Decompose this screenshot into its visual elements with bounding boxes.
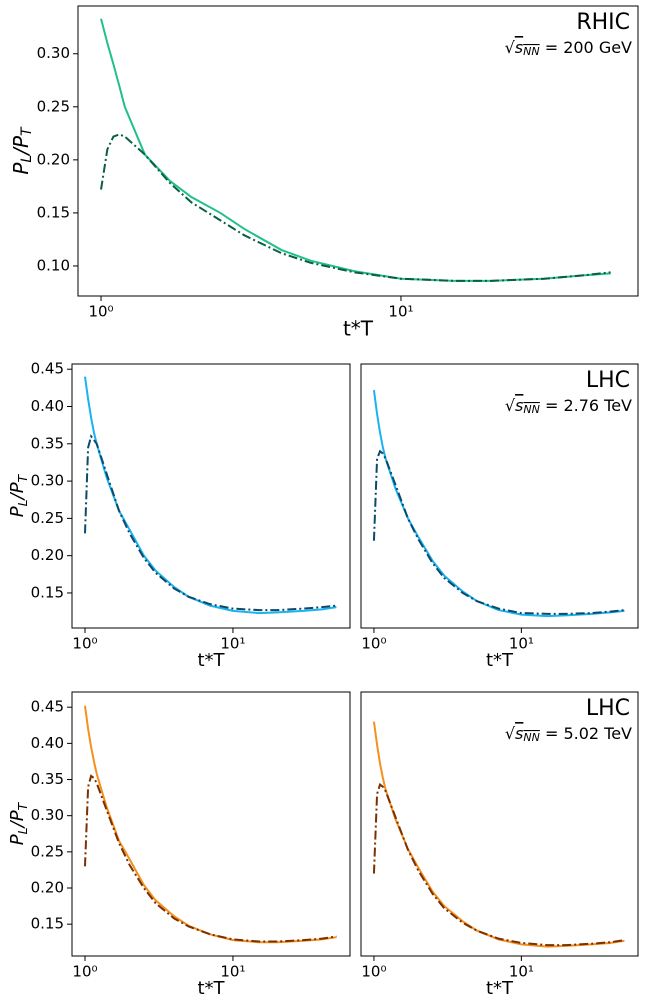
axes-frame [360, 363, 639, 629]
y-tick-label: 0.45 [31, 360, 64, 378]
energy-label: √sNN = 5.02 TeV [505, 724, 632, 745]
annotation: LHC [586, 368, 630, 393]
axes-frame [77, 5, 639, 297]
y-label-part: L [19, 155, 35, 163]
series-line [372, 721, 625, 948]
x-tick-label: 10⁰ [361, 963, 386, 981]
axes-frame [71, 363, 351, 629]
energy-var: s [515, 396, 523, 415]
energy-value: = 200 GeV [540, 38, 632, 57]
axes-frame [71, 691, 351, 957]
energy-label: √sNN = 200 GeV [505, 38, 632, 59]
series-line [83, 376, 337, 615]
y-label-part: P [7, 506, 28, 517]
energy-value: = 2.76 TeV [540, 396, 632, 415]
x-tick-label: 10⁰ [361, 635, 386, 653]
y-tick-label: 0.35 [31, 770, 64, 788]
y-tick-label: 0.40 [31, 397, 64, 415]
x-axis-label: t*T [486, 978, 514, 996]
energy-sub: NN [523, 45, 539, 58]
annotation: LHC [586, 696, 630, 721]
y-label-part: T [19, 126, 35, 136]
annotation: RHIC [576, 10, 630, 35]
y-tick-label: 0.25 [31, 509, 64, 527]
x-tick-label: 10¹ [220, 635, 245, 653]
y-axis-label: PL/PT [7, 473, 30, 517]
energy-root: √ [505, 724, 516, 743]
series-line [100, 18, 611, 282]
y-tick-label: 0.45 [31, 698, 64, 716]
y-label-part: L [15, 827, 30, 834]
y-label-part: P [9, 162, 33, 175]
y-tick-label: 0.20 [31, 546, 64, 564]
energy-root: √ [505, 38, 516, 57]
y-tick-label: 0.20 [37, 150, 70, 168]
series-line [83, 434, 337, 612]
series-line [100, 133, 611, 282]
x-axis-label: t*T [486, 650, 514, 671]
series-line [372, 449, 625, 615]
y-tick-label: 0.20 [31, 879, 64, 897]
x-tick-label: 10⁰ [72, 963, 97, 981]
x-tick-label: 10¹ [388, 303, 413, 321]
y-tick-label: 0.30 [31, 472, 64, 490]
y-label-part: T [15, 801, 30, 810]
energy-value: = 5.02 TeV [540, 724, 632, 743]
y-tick-label: 0.40 [31, 734, 64, 752]
y-tick-label: 0.15 [31, 915, 64, 933]
x-tick-label: 10⁰ [72, 635, 97, 653]
y-tick-label: 0.15 [31, 583, 64, 601]
y-label-part: T [15, 473, 30, 482]
energy-var: s [515, 38, 523, 57]
y-label-part: /P [7, 810, 28, 829]
energy-sub: NN [523, 403, 539, 416]
y-axis-label: PL/PT [9, 126, 36, 175]
y-label-part: L [15, 499, 30, 506]
energy-var: s [515, 724, 523, 743]
y-tick-label: 0.25 [31, 842, 64, 860]
y-tick-label: 0.15 [37, 203, 70, 221]
y-label-part: /P [9, 135, 33, 157]
y-label-part: P [7, 834, 28, 845]
x-tick-label: 10⁰ [88, 303, 113, 321]
x-axis-label: t*T [197, 650, 225, 671]
y-tick-label: 0.25 [37, 97, 70, 115]
y-tick-label: 0.10 [37, 256, 70, 274]
axes-frame [360, 691, 639, 957]
y-tick-label: 0.35 [31, 434, 64, 452]
x-axis-label: t*T [343, 317, 374, 341]
energy-label: √sNN = 2.76 TeV [505, 396, 632, 417]
energy-root: √ [505, 396, 516, 415]
x-tick-label: 10¹ [509, 635, 534, 653]
y-label-part: /P [7, 482, 28, 501]
y-tick-label: 0.30 [31, 806, 64, 824]
energy-sub: NN [523, 731, 539, 744]
y-tick-label: 0.30 [37, 44, 70, 62]
series-line [83, 774, 337, 943]
series-line [372, 389, 625, 618]
x-tick-label: 10¹ [509, 963, 534, 981]
y-axis-label: PL/PT [7, 801, 30, 845]
x-tick-label: 10¹ [220, 963, 245, 981]
series-line [372, 782, 625, 947]
x-axis-label: t*T [197, 978, 225, 996]
series-line [83, 705, 337, 944]
